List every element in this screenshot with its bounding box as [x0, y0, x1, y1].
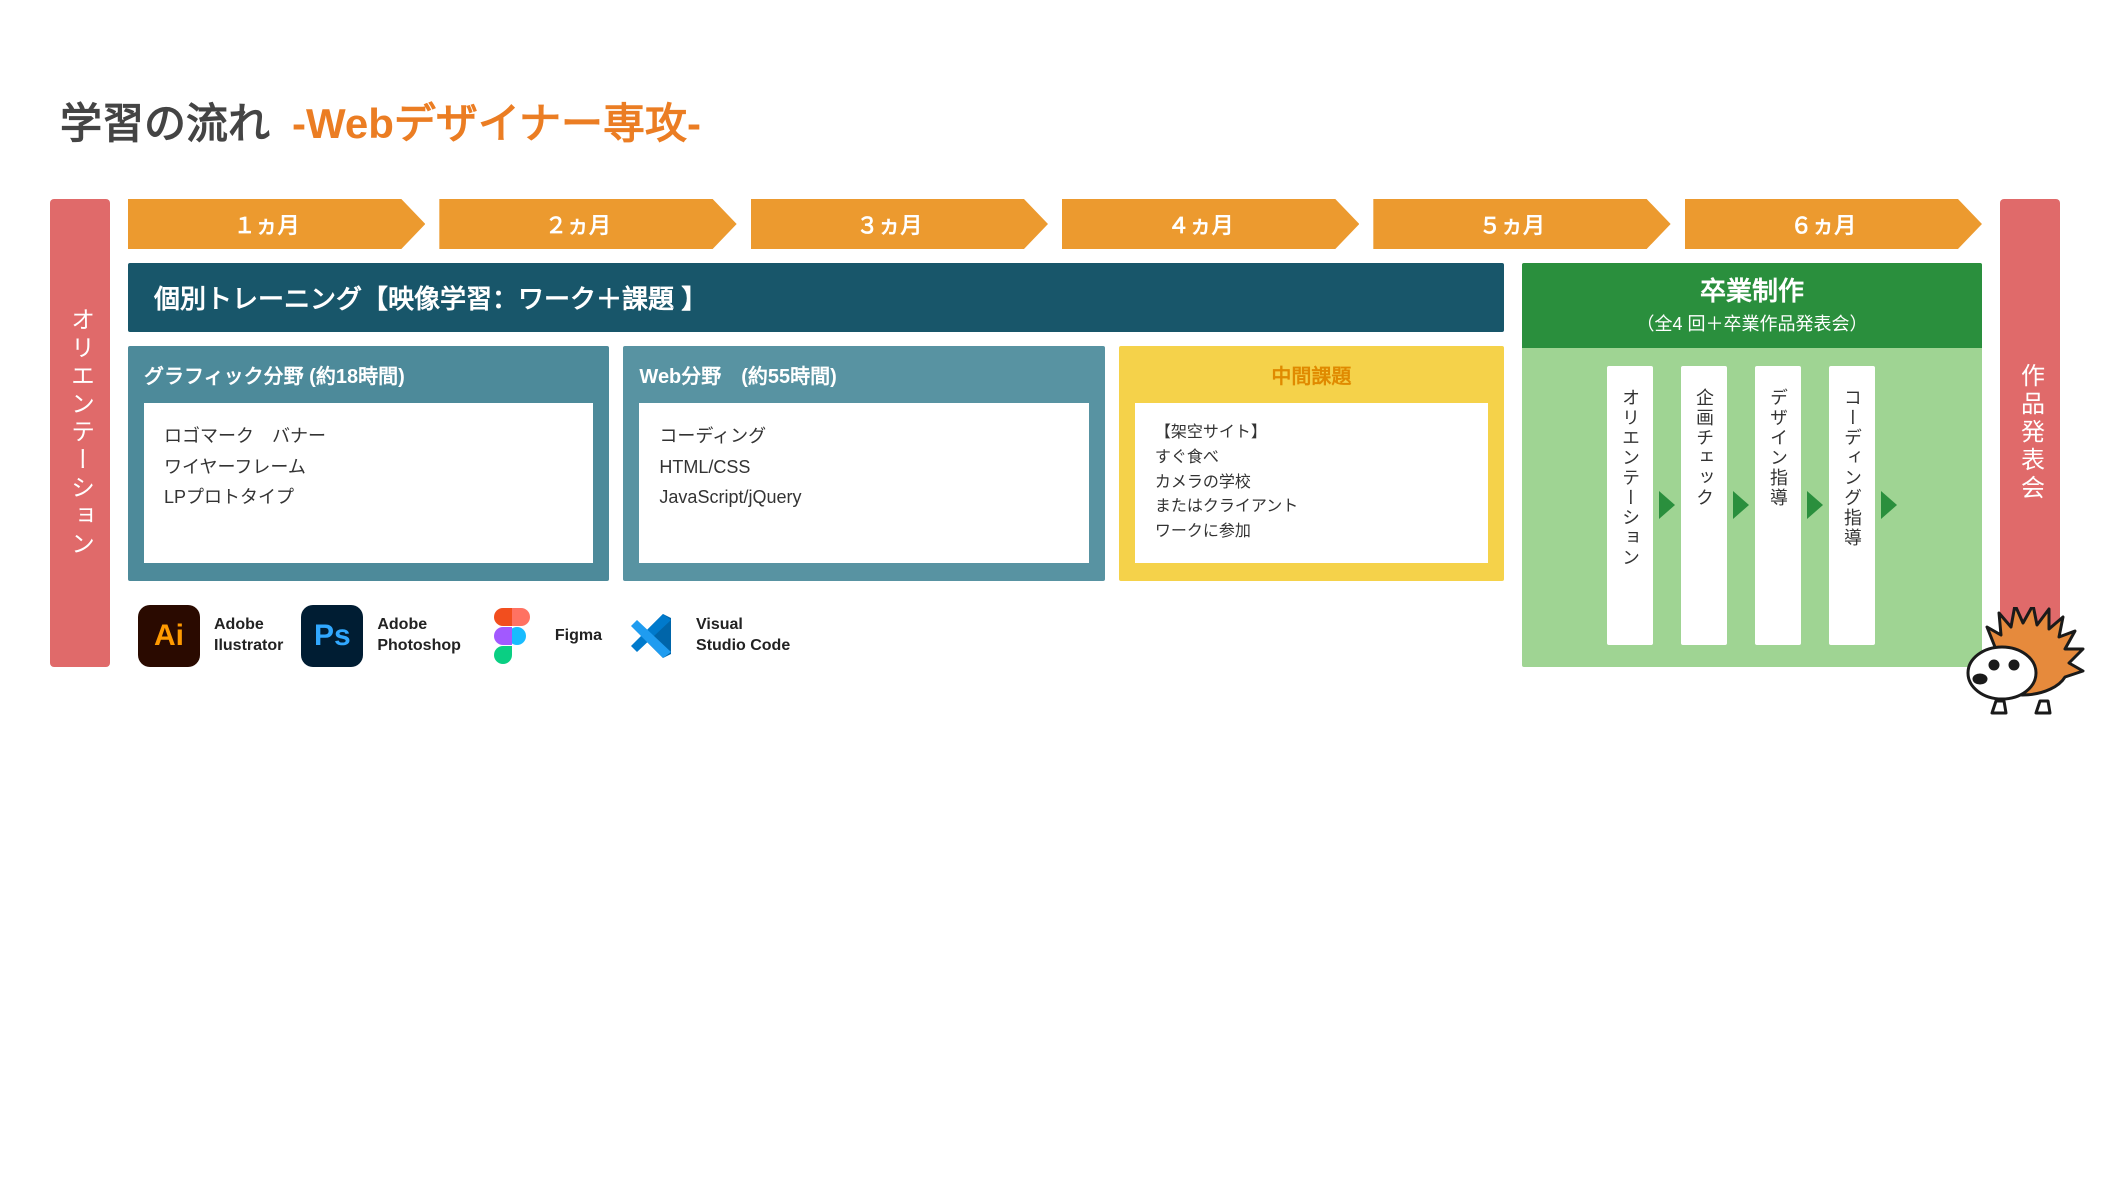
grad-stage-1: 企画チェック [1681, 366, 1727, 645]
tool-1: Ps AdobePhotoshop [301, 605, 461, 667]
figma-icon [490, 608, 530, 664]
tool-label: VisualStudio Code [696, 615, 790, 657]
month-arrow-6: ６ヵ月 [1685, 199, 1982, 249]
ribbon-orientation: オリエンテーション [50, 199, 110, 667]
tool-icon [479, 605, 541, 667]
month-arrow-1: １ヵ月 [128, 199, 425, 249]
panel-web: Web分野 (約55時間) コーディングHTML/CSSJavaScript/j… [623, 346, 1104, 581]
chevron-right-icon [1659, 491, 1675, 519]
panel-graphic-title: グラフィック分野 (約18時間) [144, 360, 593, 389]
grad-stage-0: オリエンテーション [1607, 366, 1653, 645]
months-row: １ヵ月 ２ヵ月 ３ヵ月 ４ヵ月 ５ヵ月 ６ヵ月 [128, 199, 1982, 249]
tool-label: AdobePhotoshop [377, 615, 461, 657]
month-arrow-4: ４ヵ月 [1062, 199, 1359, 249]
panel-graphic-body: ロゴマーク バナーワイヤーフレームLPプロトタイプ [144, 403, 593, 563]
title-sub: -Webデザイナー専攻- [292, 90, 701, 151]
panel-mid-assignment: 中間課題 【架空サイト】すぐ食べカメラの学校またはクライアントワークに参加 [1119, 346, 1504, 581]
panel-graphic: グラフィック分野 (約18時間) ロゴマーク バナーワイヤーフレームLPプロトタ… [128, 346, 609, 581]
graduation-block: 卒業制作 （全4 回＋卒業作品発表会） オリエンテーション企画チェックデザイン指… [1522, 263, 1982, 667]
graduation-header: 卒業制作 （全4 回＋卒業作品発表会） [1522, 263, 1982, 348]
diagram: オリエンテーション １ヵ月 ２ヵ月 ３ヵ月 ４ヵ月 ５ヵ月 ６ヵ月 個別トレーニング【映像… [50, 199, 2060, 667]
center-column: １ヵ月 ２ヵ月 ３ヵ月 ４ヵ月 ５ヵ月 ６ヵ月 個別トレーニング【映像学習：ワーク＋課題 … [128, 199, 1982, 667]
graduation-body: オリエンテーション企画チェックデザイン指導コーディング指導 [1522, 348, 1982, 667]
panel-mid-body: 【架空サイト】すぐ食べカメラの学校またはクライアントワークに参加 [1135, 403, 1488, 563]
month-label: ４ヵ月 [1168, 208, 1234, 240]
graduation-title: 卒業制作 [1528, 271, 1976, 308]
month-arrow-3: ３ヵ月 [751, 199, 1048, 249]
tool-0: Ai AdobeIlustrator [138, 605, 283, 667]
chevron-right-icon [1881, 491, 1897, 519]
tool-icon [620, 605, 682, 667]
month-label: ３ヵ月 [856, 208, 922, 240]
tool-2: Figma [479, 605, 602, 667]
chevron-right-icon [1733, 491, 1749, 519]
ribbon-presentation-label: 作品発表会 [2013, 363, 2048, 503]
grad-stage-3: コーディング指導 [1829, 366, 1875, 645]
graduation-subtitle: （全4 回＋卒業作品発表会） [1528, 310, 1976, 336]
vscode-icon [623, 608, 679, 664]
chevron-right-icon [1807, 491, 1823, 519]
tool-3: VisualStudio Code [620, 605, 790, 667]
title-row: 学習の流れ -Webデザイナー専攻- [50, 90, 2060, 151]
month-arrow-2: ２ヵ月 [439, 199, 736, 249]
tool-label: Figma [555, 626, 602, 647]
training-body: グラフィック分野 (約18時間) ロゴマーク バナーワイヤーフレームLPプロトタ… [128, 346, 1504, 581]
body-row: 個別トレーニング【映像学習：ワーク＋課題 】 グラフィック分野 (約18時間) … [128, 263, 1982, 667]
tool-icon: Ps [301, 605, 363, 667]
hedgehog-icon [1950, 607, 2100, 717]
panel-web-body: コーディングHTML/CSSJavaScript/jQuery [639, 403, 1088, 563]
training-block: 個別トレーニング【映像学習：ワーク＋課題 】 グラフィック分野 (約18時間) … [128, 263, 1504, 667]
month-label: ２ヵ月 [545, 208, 611, 240]
panel-mid-title: 中間課題 [1135, 360, 1488, 389]
month-label: ５ヵ月 [1479, 208, 1545, 240]
tool-icon: Ai [138, 605, 200, 667]
title-main: 学習の流れ [60, 90, 270, 151]
month-label: １ヵ月 [234, 208, 300, 240]
grad-stage-2: デザイン指導 [1755, 366, 1801, 645]
month-arrow-5: ５ヵ月 [1373, 199, 1670, 249]
panel-web-title: Web分野 (約55時間) [639, 360, 1088, 389]
tool-label: AdobeIlustrator [214, 615, 283, 657]
training-header: 個別トレーニング【映像学習：ワーク＋課題 】 [128, 263, 1504, 332]
tools-row: AiAdobeIlustratorPsAdobePhotoshop Figma … [128, 605, 1504, 667]
month-label: ６ヵ月 [1790, 208, 1856, 240]
ribbon-presentation: 作品発表会 [2000, 199, 2060, 667]
